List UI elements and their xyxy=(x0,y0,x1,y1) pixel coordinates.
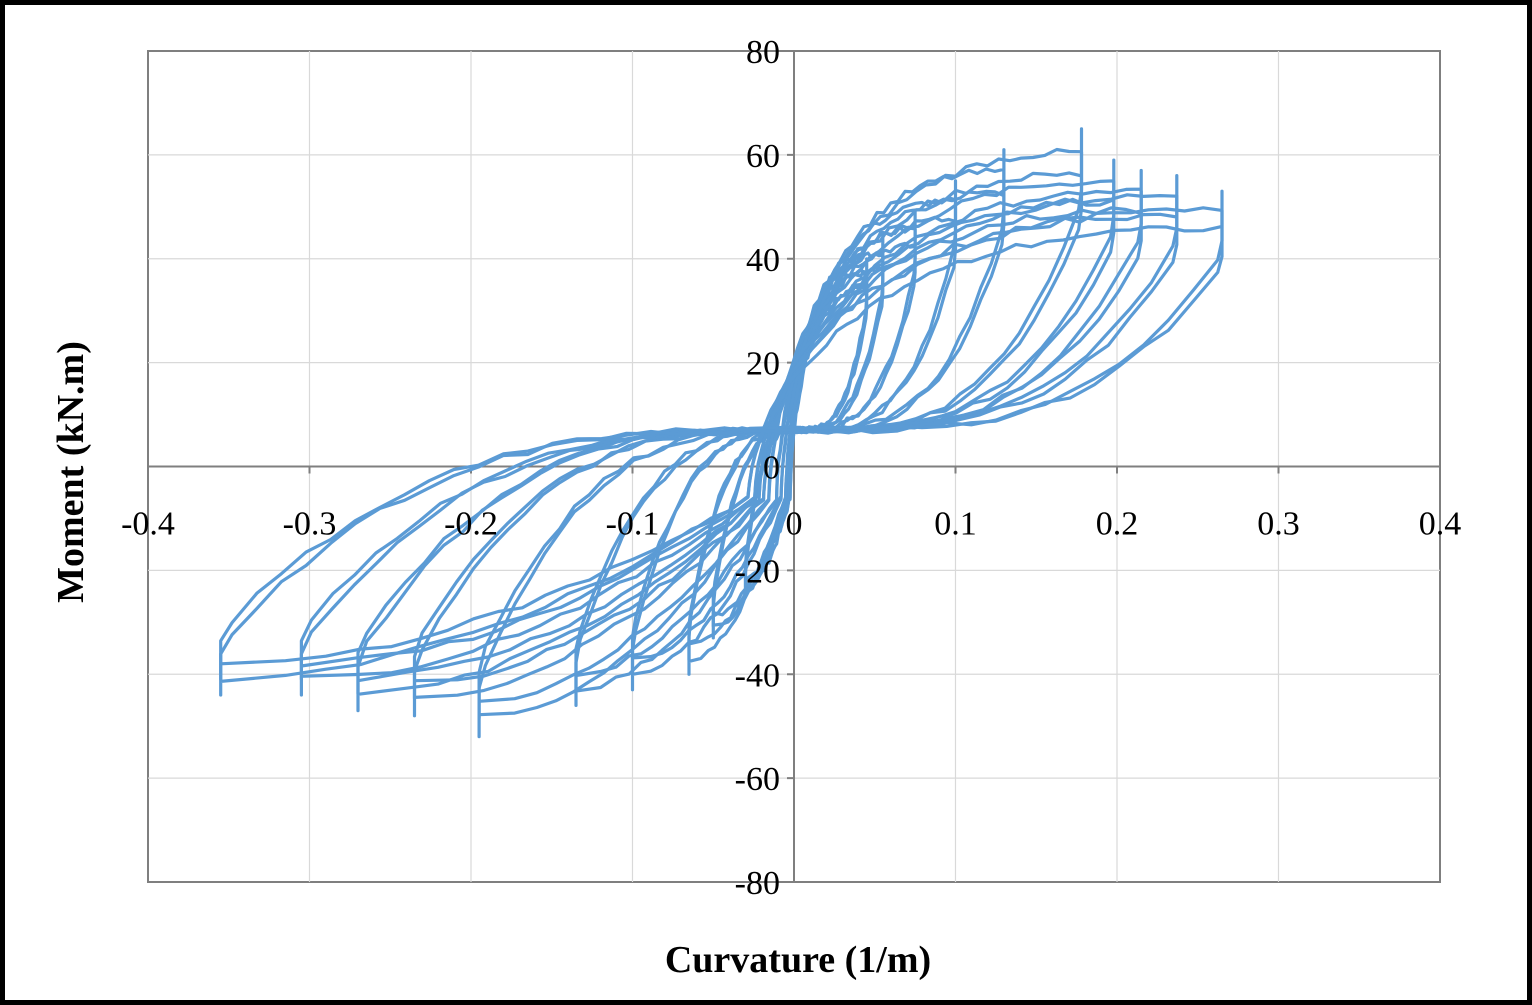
y-tick-label: 60 xyxy=(746,138,780,175)
hysteresis-loop xyxy=(299,174,1179,697)
x-tick-label: 0.1 xyxy=(934,506,977,543)
y-tick-label: -60 xyxy=(735,761,780,798)
x-tick-label: 0 xyxy=(786,506,803,543)
hysteresis-loop xyxy=(574,170,1006,691)
x-tick-label: -0.4 xyxy=(121,506,175,543)
hysteresis-loop xyxy=(219,189,1224,697)
y-tick-label: 20 xyxy=(746,346,780,383)
tick-label-layer: -0.4 -0.3 -0.2 -0.1 0 0.1 0.2 0.3 0.4 -80 -60 -40 -2… xyxy=(121,34,1461,902)
y-tick-label: 0 xyxy=(763,450,780,487)
x-tick-label: 0.2 xyxy=(1096,506,1139,543)
y-tick-label: 80 xyxy=(746,34,780,71)
x-axis-title: Curvature (1/m) xyxy=(665,939,931,981)
hysteresis-loop xyxy=(219,208,1224,681)
y-tick-label: -80 xyxy=(735,865,780,902)
y-axis-title: Moment (kN.m) xyxy=(50,341,92,603)
x-tick-label: -0.2 xyxy=(444,506,498,543)
y-tick-label: 40 xyxy=(746,242,780,279)
series-layer xyxy=(219,127,1224,739)
y-tick-label: -20 xyxy=(735,553,780,590)
hysteresis-loop xyxy=(477,150,1084,720)
x-tick-label: -0.1 xyxy=(606,506,660,543)
y-tick-label: -40 xyxy=(735,657,780,694)
axis-layer xyxy=(147,50,1441,883)
x-tick-label: 0.3 xyxy=(1257,506,1300,543)
x-tick-label: 0.4 xyxy=(1419,506,1462,543)
x-tick-label: -0.3 xyxy=(283,506,337,543)
